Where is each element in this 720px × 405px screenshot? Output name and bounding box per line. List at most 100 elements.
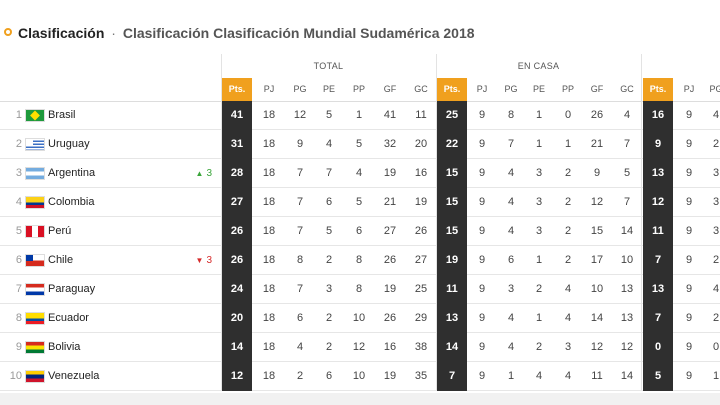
flag-icon bbox=[25, 109, 45, 122]
total-pe: 2 bbox=[325, 312, 333, 324]
home-pp: 2 bbox=[564, 196, 572, 208]
total-pe: 2 bbox=[325, 254, 333, 266]
team-name[interactable]: Argentina bbox=[48, 167, 96, 179]
away-pj: 9 bbox=[685, 370, 693, 382]
total-pp: 10 bbox=[352, 312, 366, 324]
total-pg: 7 bbox=[296, 283, 304, 295]
away-pg: 4 bbox=[712, 283, 720, 295]
away-pg: 2 bbox=[712, 254, 720, 266]
table-row[interactable]: 5 Perú 26 18 7 5 6 27 26 15 9 4 3 2 15 14 11 9 3 bbox=[0, 217, 720, 246]
table-row[interactable]: 4 Colombia 27 18 7 6 5 21 19 15 9 4 3 2 12 7 12 9 3 bbox=[0, 188, 720, 217]
home-pp: 1 bbox=[564, 138, 572, 150]
away-pj: 9 bbox=[685, 341, 693, 353]
home-pp: 2 bbox=[564, 167, 572, 179]
home-pp: 0 bbox=[564, 109, 572, 121]
table-row[interactable]: 6 Chile ▼ 3 26 18 8 2 8 26 27 19 9 6 1 2 17 10 7 9 2 bbox=[0, 246, 720, 275]
table-row[interactable]: 10 Venezuela 12 18 2 6 10 19 35 7 9 1 4 4 11 14 5 9 1 bbox=[0, 362, 720, 391]
total-pe: 6 bbox=[325, 370, 333, 382]
home-gc: 13 bbox=[620, 312, 634, 324]
trend-indicator: ▼ 3 bbox=[190, 246, 212, 275]
away-pts: 12 bbox=[643, 188, 673, 217]
total-gf: 19 bbox=[383, 283, 397, 295]
home-pj: 9 bbox=[478, 254, 486, 266]
column-header-total-pts[interactable]: Pts. bbox=[222, 78, 252, 101]
total-gc: 27 bbox=[414, 254, 428, 266]
home-pe: 3 bbox=[535, 225, 543, 237]
total-pe: 2 bbox=[325, 341, 333, 353]
total-pg: 12 bbox=[293, 109, 307, 121]
home-pj: 9 bbox=[478, 225, 486, 237]
title-sub: Clasificación Clasificación Mundial Suda… bbox=[122, 25, 475, 41]
flag-icon bbox=[25, 341, 45, 354]
column-header-home-pp[interactable]: PP bbox=[561, 84, 574, 94]
home-gf: 11 bbox=[591, 370, 603, 382]
table-row[interactable]: 2 Uruguay 31 18 9 4 5 32 20 22 9 7 1 1 21 7 9 9 2 bbox=[0, 130, 720, 159]
home-pj: 9 bbox=[478, 283, 486, 295]
column-header-home-pe[interactable]: PE bbox=[532, 84, 545, 94]
column-header-away-pj[interactable]: PJ bbox=[683, 84, 695, 94]
home-pts: 15 bbox=[437, 217, 467, 246]
home-pg: 4 bbox=[507, 341, 515, 353]
column-header-total-pj[interactable]: PJ bbox=[263, 84, 275, 94]
total-gc: 16 bbox=[414, 167, 428, 179]
column-header-home-gf[interactable]: GF bbox=[590, 84, 604, 94]
total-pp: 8 bbox=[355, 254, 363, 266]
home-pj: 9 bbox=[478, 167, 486, 179]
team-name[interactable]: Chile bbox=[48, 254, 74, 266]
column-header-total-gc[interactable]: GC bbox=[414, 84, 428, 94]
column-header-home-pts[interactable]: Pts. bbox=[437, 78, 467, 101]
team-name[interactable]: Colombia bbox=[48, 196, 95, 208]
home-gf: 26 bbox=[590, 109, 604, 121]
away-pts: 9 bbox=[643, 130, 673, 159]
team-name[interactable]: Brasil bbox=[48, 109, 76, 121]
column-header-home-pg[interactable]: PG bbox=[504, 84, 518, 94]
divider bbox=[436, 54, 437, 390]
home-pts: 15 bbox=[437, 188, 467, 217]
team-name[interactable]: Ecuador bbox=[48, 312, 89, 324]
table-row[interactable]: 3 Argentina ▲ 3 28 18 7 7 4 19 16 15 9 4 3 2 9 5 13 9 3 bbox=[0, 159, 720, 188]
column-header-total-pg[interactable]: PG bbox=[293, 84, 307, 94]
bottom-bar bbox=[0, 393, 720, 405]
team-name[interactable]: Paraguay bbox=[48, 283, 96, 295]
column-header-away-pg[interactable]: PG bbox=[709, 84, 720, 94]
column-header-away-pts[interactable]: Pts. bbox=[643, 78, 673, 101]
home-pe: 1 bbox=[535, 109, 543, 121]
total-pg: 4 bbox=[296, 341, 304, 353]
total-pg: 6 bbox=[296, 312, 304, 324]
team-name[interactable]: Venezuela bbox=[48, 370, 100, 382]
total-gf: 41 bbox=[383, 109, 397, 121]
home-gc: 4 bbox=[623, 109, 631, 121]
table-row[interactable]: 8 Ecuador 20 18 6 2 10 26 29 13 9 4 1 4 14 13 7 9 2 bbox=[0, 304, 720, 333]
home-pp: 2 bbox=[564, 254, 572, 266]
column-header-home-pj[interactable]: PJ bbox=[476, 84, 488, 94]
total-pp: 12 bbox=[352, 341, 366, 353]
total-pe: 3 bbox=[325, 283, 333, 295]
column-header-total-pp[interactable]: PP bbox=[352, 84, 365, 94]
total-pj: 18 bbox=[262, 109, 276, 121]
team-name[interactable]: Perú bbox=[48, 225, 72, 237]
column-header-home-gc[interactable]: GC bbox=[620, 84, 634, 94]
total-gf: 27 bbox=[383, 225, 397, 237]
column-header-total-pe[interactable]: PE bbox=[322, 84, 335, 94]
away-pts: 7 bbox=[643, 304, 673, 333]
position-number: 9 bbox=[15, 341, 22, 353]
home-pts: 11 bbox=[437, 275, 467, 304]
home-pe: 1 bbox=[535, 138, 543, 150]
home-pts: 19 bbox=[437, 246, 467, 275]
flag-icon bbox=[25, 370, 45, 383]
total-gc: 35 bbox=[414, 370, 428, 382]
flag-icon bbox=[25, 138, 45, 151]
table-row[interactable]: 1 Brasil 41 18 12 5 1 41 11 25 9 8 1 0 26 4 16 9 4 bbox=[0, 101, 720, 130]
column-header-total-gf[interactable]: GF bbox=[383, 84, 397, 94]
home-pp: 3 bbox=[564, 341, 572, 353]
table-row[interactable]: 9 Bolivia 14 18 4 2 12 16 38 14 9 4 2 3 12 12 0 9 0 bbox=[0, 333, 720, 362]
home-pj: 9 bbox=[478, 138, 486, 150]
home-gf: 17 bbox=[590, 254, 604, 266]
away-pj: 9 bbox=[685, 283, 693, 295]
title-separator: · bbox=[111, 25, 116, 41]
table-row[interactable]: 7 Paraguay 24 18 7 3 8 19 25 11 9 3 2 4 10 13 13 9 4 bbox=[0, 275, 720, 304]
away-pg: 2 bbox=[712, 312, 720, 324]
team-name[interactable]: Uruguay bbox=[48, 138, 90, 150]
home-pj: 9 bbox=[478, 109, 486, 121]
team-name[interactable]: Bolivia bbox=[48, 341, 81, 353]
